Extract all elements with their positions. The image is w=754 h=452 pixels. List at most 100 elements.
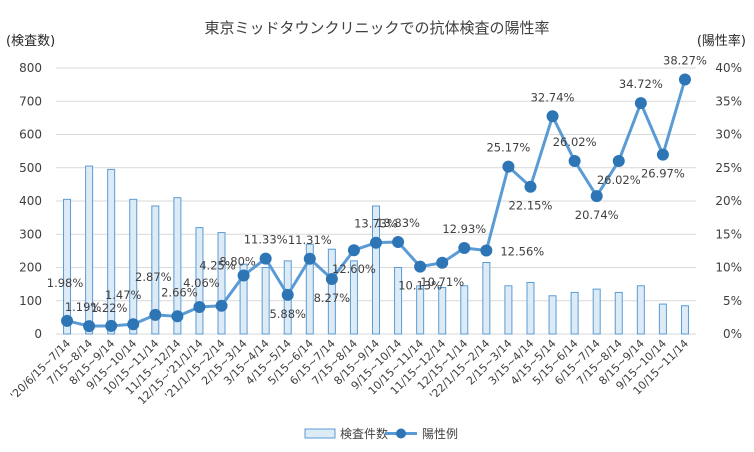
bar	[151, 205, 160, 335]
data-label: 25.17%	[486, 141, 530, 155]
y-left-tick-label: 700	[19, 94, 42, 108]
bar	[438, 286, 447, 335]
data-label: 20.74%	[575, 208, 619, 222]
data-label: 5.88%	[269, 307, 306, 321]
legend: 検査件数 陽性例	[304, 426, 458, 441]
data-label: 26.97%	[641, 167, 685, 181]
bar	[680, 305, 689, 335]
line-series-positive-rate	[61, 73, 691, 333]
legend-line-marker	[396, 428, 406, 439]
y-left-tick-label: 100	[19, 294, 42, 308]
line-point	[281, 288, 294, 301]
bar	[658, 303, 667, 335]
data-label: 32.74%	[531, 90, 575, 104]
y-right-tick-label: 5%	[723, 294, 742, 308]
bar	[327, 248, 336, 335]
bar	[592, 288, 601, 335]
line-point	[458, 242, 471, 255]
y-right-tick-label: 0%	[723, 327, 742, 341]
legend-bar-label: 検査件数	[340, 426, 388, 441]
x-axis: '20/6/15~7/147/15~8/148/15~9/149/15~10/1…	[8, 337, 691, 407]
y-left-tick-label: 300	[19, 227, 42, 241]
line-point	[237, 269, 250, 282]
legend-bar-swatch	[304, 428, 336, 439]
bar	[239, 263, 248, 335]
line-point	[105, 319, 118, 332]
data-label: 4.06%	[183, 276, 220, 290]
y-right-tick-label: 40%	[715, 61, 742, 75]
bar	[107, 168, 116, 335]
bar	[261, 267, 270, 335]
line-point	[436, 256, 449, 269]
line-point	[325, 273, 338, 286]
bar-series-test-count	[63, 165, 689, 335]
line-point	[612, 154, 625, 167]
data-label: 26.02%	[553, 135, 597, 149]
line-point	[568, 154, 581, 167]
line-point	[480, 244, 493, 257]
bar	[416, 285, 425, 335]
bar	[305, 243, 314, 335]
line-point	[171, 310, 184, 323]
bar	[85, 165, 94, 335]
line-point	[215, 299, 228, 312]
data-label: 38.27%	[663, 54, 707, 68]
legend-line-label: 陽性例	[422, 427, 458, 441]
line-point	[590, 190, 603, 203]
line-point	[502, 160, 515, 173]
data-label: 13.73%	[354, 217, 398, 231]
y-right-tick-label: 25%	[715, 161, 742, 175]
y-right-axis: 0% 5% 10% 15% 20% 25% 30% 35% 40%	[715, 61, 742, 341]
y-right-tick-label: 15%	[715, 227, 742, 241]
gridlines	[56, 67, 696, 335]
y-right-tick-label: 35%	[715, 94, 742, 108]
line-point	[524, 180, 537, 193]
bar	[195, 227, 204, 335]
bar	[460, 285, 469, 335]
bar	[63, 198, 72, 335]
y-left-tick-label: 200	[19, 261, 42, 275]
y-left-axis-label: (検査数)	[6, 34, 55, 49]
bar	[394, 267, 403, 335]
bar	[504, 285, 513, 335]
data-label: 10.71%	[420, 275, 464, 289]
line-point	[127, 318, 140, 331]
y-right-tick-label: 20%	[715, 194, 742, 208]
y-right-tick-label: 30%	[715, 128, 742, 142]
y-right-tick-label: 10%	[715, 261, 742, 275]
line-point	[634, 97, 647, 110]
line-point	[83, 320, 96, 333]
y-left-tick-label: 400	[19, 194, 42, 208]
data-label: 1.22%	[91, 301, 128, 315]
line-point	[149, 308, 162, 321]
data-label: 12.60%	[332, 262, 376, 276]
bar	[217, 232, 226, 335]
data-label: 12.93%	[442, 222, 486, 236]
y-left-tick-label: 600	[19, 128, 42, 142]
data-label: 1.98%	[47, 276, 84, 290]
line-point	[61, 314, 74, 327]
bar	[614, 291, 623, 335]
bar	[570, 291, 579, 335]
y-left-axis: 0 100 200 300 400 500 600 700 800	[19, 61, 42, 341]
data-label: 22.15%	[509, 199, 553, 213]
chart-title: 東京ミッドタウンクリニックでの抗体検査の陽性率	[204, 19, 549, 37]
line-point	[656, 148, 669, 161]
data-label: 11.33%	[244, 233, 288, 247]
data-label: 8.80%	[219, 254, 256, 268]
data-label: 13.83%	[376, 216, 420, 230]
line-point	[259, 252, 272, 265]
bar	[372, 205, 380, 335]
bar	[349, 260, 358, 335]
data-label: 11.31%	[288, 233, 332, 247]
data-label: 8.27%	[314, 291, 351, 305]
data-label: 1.47%	[105, 288, 142, 302]
data-label: 10.13%	[398, 279, 442, 293]
y-left-tick-label: 0	[34, 327, 42, 341]
line-point	[414, 260, 427, 273]
line-point	[546, 110, 559, 123]
line-point	[678, 73, 691, 86]
bar	[129, 198, 138, 335]
y-left-tick-label: 500	[19, 161, 42, 175]
data-label: 12.56%	[500, 244, 544, 258]
